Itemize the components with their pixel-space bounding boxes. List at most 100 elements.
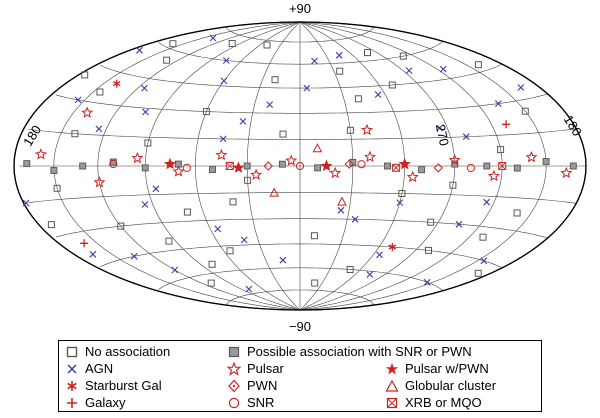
- north-pole-label: +90: [289, 1, 311, 16]
- marker-no-association: [48, 222, 54, 228]
- marker-pulsar: [286, 156, 296, 165]
- marker-possible-association-with-snr-or-pwn: [419, 167, 425, 173]
- legend: No association Possible association with…: [58, 340, 542, 412]
- marker-no-association: [170, 41, 176, 47]
- marker-no-association: [97, 89, 103, 95]
- marker-globular-cluster: [313, 144, 321, 152]
- marker-no-association: [166, 238, 172, 244]
- marker-pulsar-w-pwn: [165, 159, 175, 168]
- marker-snr: [467, 164, 474, 171]
- marker-pulsar: [217, 150, 227, 159]
- marker-no-association: [264, 42, 270, 48]
- square-x-icon: [385, 396, 399, 410]
- marker-agn: [481, 258, 487, 264]
- marker-agn: [210, 35, 216, 41]
- marker-pulsar-w-pwn: [234, 163, 244, 172]
- south-pole-label: −90: [289, 319, 311, 334]
- legend-item-pwn: PWN: [227, 377, 277, 394]
- marker-galaxy: [80, 239, 88, 247]
- marker-agn: [406, 68, 412, 74]
- marker-agn: [280, 257, 286, 263]
- marker-agn: [215, 226, 221, 232]
- marker-possible-association-with-snr-or-pwn: [110, 159, 116, 165]
- parallel-line: [158, 268, 443, 291]
- legend-item-starburst: Starburst Gal: [65, 377, 162, 394]
- triangle-open-icon: [385, 379, 399, 393]
- marker-possible-association-with-snr-or-pwn: [543, 159, 549, 165]
- marker-agn: [397, 200, 403, 206]
- legend-label: XRB or MQO: [405, 395, 482, 410]
- marker-no-association: [355, 96, 361, 102]
- legend-item-galaxy: Galaxy: [65, 394, 125, 411]
- marker-agn: [131, 253, 137, 259]
- legend-item-globular: Globular cluster: [385, 377, 496, 394]
- marker-pulsar: [365, 152, 375, 161]
- legend-label: Pulsar: [247, 361, 284, 376]
- center-right-longitude-label: 270: [433, 123, 452, 147]
- circle-open-icon: [227, 396, 241, 410]
- asterisk-icon: [65, 379, 79, 393]
- marker-possible-association-with-snr-or-pwn: [385, 163, 391, 169]
- marker-possible-association-with-snr-or-pwn: [142, 165, 148, 171]
- marker-agn: [440, 66, 446, 72]
- marker-no-association: [475, 270, 481, 276]
- marker-possible-association-with-snr-or-pwn: [80, 163, 86, 169]
- left-longitude-label: 180: [20, 122, 44, 148]
- legend-item-pulsar: Pulsar: [227, 360, 284, 377]
- marker-agn: [484, 199, 490, 205]
- marker-pulsar: [408, 172, 418, 181]
- marker-xrb-or-mqo: [393, 164, 400, 171]
- legend-label: AGN: [85, 361, 113, 376]
- marker-no-association: [227, 248, 233, 254]
- marker-no-association: [229, 41, 235, 47]
- marker-globular-cluster: [338, 198, 346, 206]
- plus-icon: [65, 396, 79, 410]
- coordinate-grid: [14, 22, 586, 310]
- legend-item-xrb: XRB or MQO: [385, 394, 482, 411]
- marker-pulsar-w-pwn: [322, 161, 332, 170]
- marker-no-association: [337, 68, 343, 74]
- legend-label: Globular cluster: [405, 378, 496, 393]
- legend-item-snr: SNR: [227, 394, 274, 411]
- marker-pwn: [434, 164, 442, 172]
- marker-no-association: [475, 62, 481, 68]
- legend-label: Starburst Gal: [85, 378, 162, 393]
- marker-agn: [90, 251, 96, 257]
- marker-snr: [358, 161, 365, 168]
- marker-no-association: [365, 50, 371, 56]
- marker-agn: [96, 126, 102, 132]
- marker-snr: [183, 164, 190, 171]
- marker-agn: [336, 52, 342, 58]
- marker-starburst-gal: [113, 80, 120, 88]
- marker-possible-association-with-snr-or-pwn: [244, 163, 250, 169]
- marker-pulsar: [133, 153, 143, 162]
- marker-pulsar: [489, 171, 499, 180]
- marker-no-association: [480, 234, 486, 240]
- marker-agn: [246, 286, 252, 292]
- legend-label: PWN: [247, 378, 277, 393]
- marker-pulsar: [174, 167, 184, 176]
- marker-pulsar: [362, 125, 372, 134]
- marker-agn: [137, 47, 143, 53]
- marker-galaxy: [502, 120, 510, 128]
- marker-no-association: [272, 77, 278, 83]
- marker-agn: [267, 102, 273, 108]
- marker-possible-association-with-snr-or-pwn: [514, 165, 520, 171]
- marker-no-association: [514, 210, 520, 216]
- marker-agn: [375, 92, 381, 98]
- right-longitude-label: 180: [561, 112, 585, 138]
- marker-agn: [142, 85, 148, 91]
- legend-label: Galaxy: [85, 395, 125, 410]
- marker-pulsar: [82, 108, 92, 117]
- star-open-icon: [227, 362, 241, 376]
- marker-no-association: [311, 233, 317, 239]
- marker-possible-association-with-snr-or-pwn: [484, 163, 490, 169]
- marker-no-association: [209, 261, 215, 267]
- marker-pulsar: [36, 149, 46, 158]
- marker-agn: [240, 118, 246, 124]
- marker-possible-association-with-snr-or-pwn: [24, 161, 30, 167]
- marker-agn: [367, 272, 373, 278]
- legend-label: SNR: [247, 395, 274, 410]
- marker-no-association: [312, 280, 318, 286]
